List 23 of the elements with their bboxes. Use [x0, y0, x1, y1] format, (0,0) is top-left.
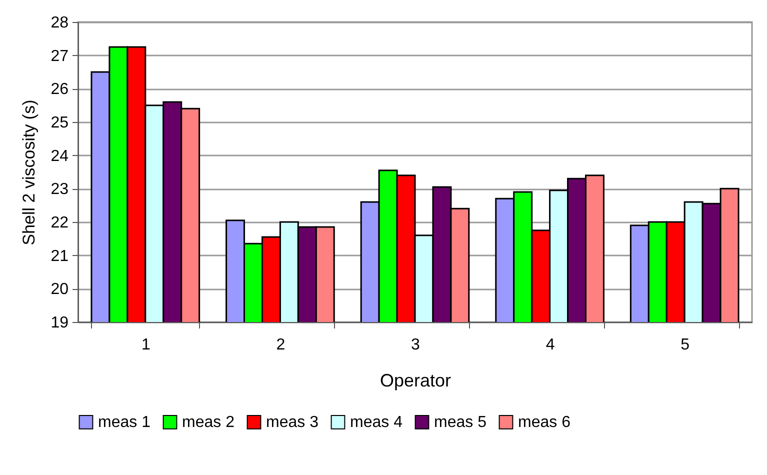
- y-tick-label: 27: [50, 48, 69, 65]
- y-tick-label: 19: [50, 314, 69, 332]
- legend-label: meas 6: [518, 414, 571, 432]
- x-tick-label: 3: [411, 336, 420, 354]
- y-tick-label: 25: [50, 114, 69, 132]
- y-tick-label: 28: [50, 14, 69, 32]
- legend-label: meas 5: [434, 414, 487, 432]
- y-tick-label: 21: [50, 248, 69, 265]
- legend-label: meas 3: [266, 414, 319, 432]
- x-tick-label: 4: [546, 336, 555, 354]
- legend-label: meas 4: [350, 414, 403, 432]
- y-tick-label: 26: [50, 81, 69, 98]
- y-tick-label: 23: [50, 181, 69, 198]
- y-tick-label: 22: [50, 214, 69, 232]
- x-tick-label: 1: [141, 336, 150, 354]
- x-axis-title: Operator: [380, 370, 452, 390]
- legend-label: meas 1: [98, 414, 151, 432]
- y-axis-title: Shell 2 viscosity (s): [20, 100, 39, 246]
- y-tick-label: 20: [50, 281, 69, 298]
- y-tick-label: 24: [50, 148, 69, 165]
- legend-label: meas 2: [182, 414, 235, 432]
- x-tick-label: 5: [680, 336, 690, 354]
- x-tick-label: 2: [276, 336, 286, 354]
